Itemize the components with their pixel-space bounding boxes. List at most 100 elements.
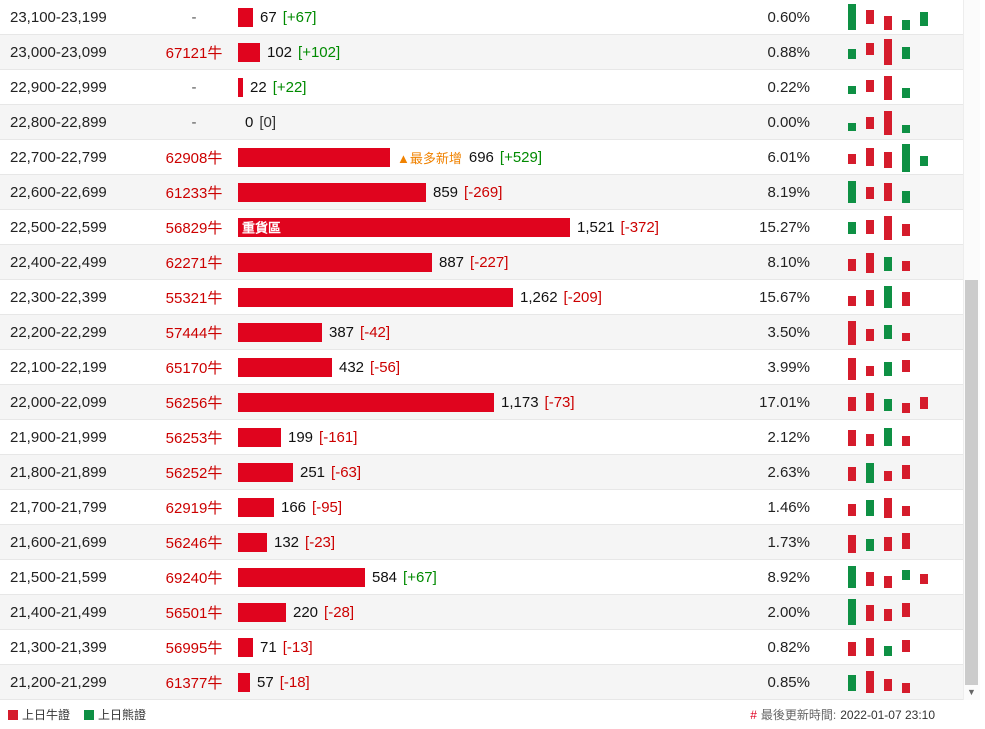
warrant-code[interactable]: 65170牛 <box>165 359 223 377</box>
warrant-code: - <box>191 78 197 96</box>
warrant-code[interactable]: 56256牛 <box>165 394 223 412</box>
volume-value: 102 <box>267 43 293 61</box>
volume-bar-cell: 102 [+102] <box>238 42 693 62</box>
warrant-code[interactable]: 56995牛 <box>165 639 223 657</box>
mini-chart <box>810 105 963 139</box>
table-row: 22,100-22,199 65170牛 432 [-56] 3.99% <box>0 350 963 385</box>
volume-bar <box>238 182 426 202</box>
bull-spark-bar <box>902 506 910 516</box>
percent: 17.01% <box>759 393 810 411</box>
volume-bar <box>238 322 322 342</box>
price-range: 22,600-22,699 <box>10 183 107 201</box>
bull-spark-bar <box>866 290 874 306</box>
warrant-code[interactable]: 61233牛 <box>165 184 223 202</box>
volume-bar-cell: 57 [-18] <box>238 672 693 692</box>
volume-change: [-73] <box>544 393 575 411</box>
table-row: 22,700-22,799 62908牛 ▲最多新增 696 [+529] 6.… <box>0 140 963 175</box>
bull-spark-bar <box>902 683 910 693</box>
table-row: 21,400-21,499 56501牛 220 [-28] 2.00% <box>0 595 963 630</box>
volume-change: [-42] <box>360 323 391 341</box>
warrant-code[interactable]: 56252牛 <box>165 464 223 482</box>
volume-change: [+67] <box>403 568 437 586</box>
bull-spark-bar <box>848 259 856 271</box>
scroll-down-icon[interactable]: ▼ <box>967 687 976 697</box>
warrant-code[interactable]: 55321牛 <box>165 289 223 307</box>
volume-value: 0 <box>245 113 254 131</box>
bear-spark-bar <box>848 49 856 59</box>
footer-bar: 上日牛證 上日熊證 # 最後更新時間: 2022-01-07 23:10 <box>0 700 985 729</box>
warrant-code[interactable]: 62919牛 <box>165 499 223 517</box>
bull-spark-bar <box>866 253 874 273</box>
last-updated-time: 2022-01-07 23:10 <box>840 708 935 722</box>
volume-change: [-209] <box>563 288 602 306</box>
percent: 1.46% <box>767 498 810 516</box>
bull-spark-bar <box>866 329 874 341</box>
volume-bar-cell: 132 [-23] <box>238 532 693 552</box>
bull-spark-bar <box>884 16 892 30</box>
warrant-code[interactable]: 69240牛 <box>165 569 223 587</box>
warrant-code[interactable]: 56501牛 <box>165 604 223 622</box>
bear-spark-bar <box>920 12 928 26</box>
volume-bar-cell: 1,173 [-73] <box>238 392 693 412</box>
warrant-code[interactable]: 56253牛 <box>165 429 223 447</box>
bull-spark-bar <box>884 609 892 621</box>
table-row: 21,500-21,599 69240牛 584 [+67] 8.92% <box>0 560 963 595</box>
volume-bar <box>238 7 253 27</box>
mini-chart <box>810 245 963 279</box>
mini-chart <box>810 665 963 699</box>
price-range: 22,700-22,799 <box>10 148 107 166</box>
bull-spark-bar <box>866 187 874 199</box>
warrant-code: - <box>191 8 197 26</box>
volume-value: 1,521 <box>577 218 615 236</box>
bear-spark-bar <box>902 47 910 59</box>
volume-value: 387 <box>329 323 355 341</box>
bull-spark-bar <box>920 397 928 409</box>
bull-spark-bar <box>884 216 892 240</box>
table-row: 21,700-21,799 62919牛 166 [-95] 1.46% <box>0 490 963 525</box>
price-range: 21,500-21,599 <box>10 568 107 586</box>
volume-value: 57 <box>257 673 274 691</box>
mini-chart <box>810 385 963 419</box>
table-row: 21,800-21,899 56252牛 251 [-63] 2.63% <box>0 455 963 490</box>
bull-spark-bar <box>848 430 856 446</box>
bear-spark-bar <box>866 500 874 516</box>
bull-spark-bar <box>848 467 856 481</box>
percent: 15.67% <box>759 288 810 306</box>
price-range: 22,200-22,299 <box>10 323 107 341</box>
warrant-code[interactable]: 62271牛 <box>165 254 223 272</box>
bull-spark-bar <box>866 220 874 234</box>
mini-chart <box>810 350 963 384</box>
table-row: 22,300-22,399 55321牛 1,262 [-209] 15.67% <box>0 280 963 315</box>
scrollbar-thumb[interactable] <box>965 280 978 685</box>
warrant-code[interactable]: 56246牛 <box>165 534 223 552</box>
bear-spark-bar <box>848 599 856 625</box>
bull-spark-bar <box>884 471 892 481</box>
volume-bar <box>238 392 494 412</box>
warrant-code[interactable]: 57444牛 <box>165 324 223 342</box>
bear-spark-bar <box>884 362 892 376</box>
table-row: 22,900-22,999 - 22 [+22] 0.22% <box>0 70 963 105</box>
warrant-code[interactable]: 61377牛 <box>165 674 223 692</box>
warrant-code[interactable]: 67121牛 <box>165 44 223 62</box>
bear-spark-bar <box>902 144 910 172</box>
percent: 6.01% <box>767 148 810 166</box>
percent: 2.00% <box>767 603 810 621</box>
bull-spark-bar <box>902 603 910 617</box>
percent: 15.27% <box>759 218 810 236</box>
bull-spark-bar <box>902 403 910 413</box>
volume-bar <box>238 147 390 167</box>
warrant-code[interactable]: 62908牛 <box>165 149 223 167</box>
bull-legend-swatch <box>8 709 18 720</box>
percent: 0.88% <box>767 43 810 61</box>
warrant-code[interactable]: 56829牛 <box>165 219 223 237</box>
price-range: 22,000-22,099 <box>10 393 107 411</box>
percent: 0.85% <box>767 673 810 691</box>
volume-bar-cell: 1,262 [-209] <box>238 287 693 307</box>
volume-bar <box>238 532 267 552</box>
bear-spark-bar <box>902 191 910 203</box>
bull-spark-bar <box>866 605 874 621</box>
volume-bar <box>238 287 513 307</box>
price-range: 21,800-21,899 <box>10 463 107 481</box>
bull-spark-bar <box>848 358 856 380</box>
